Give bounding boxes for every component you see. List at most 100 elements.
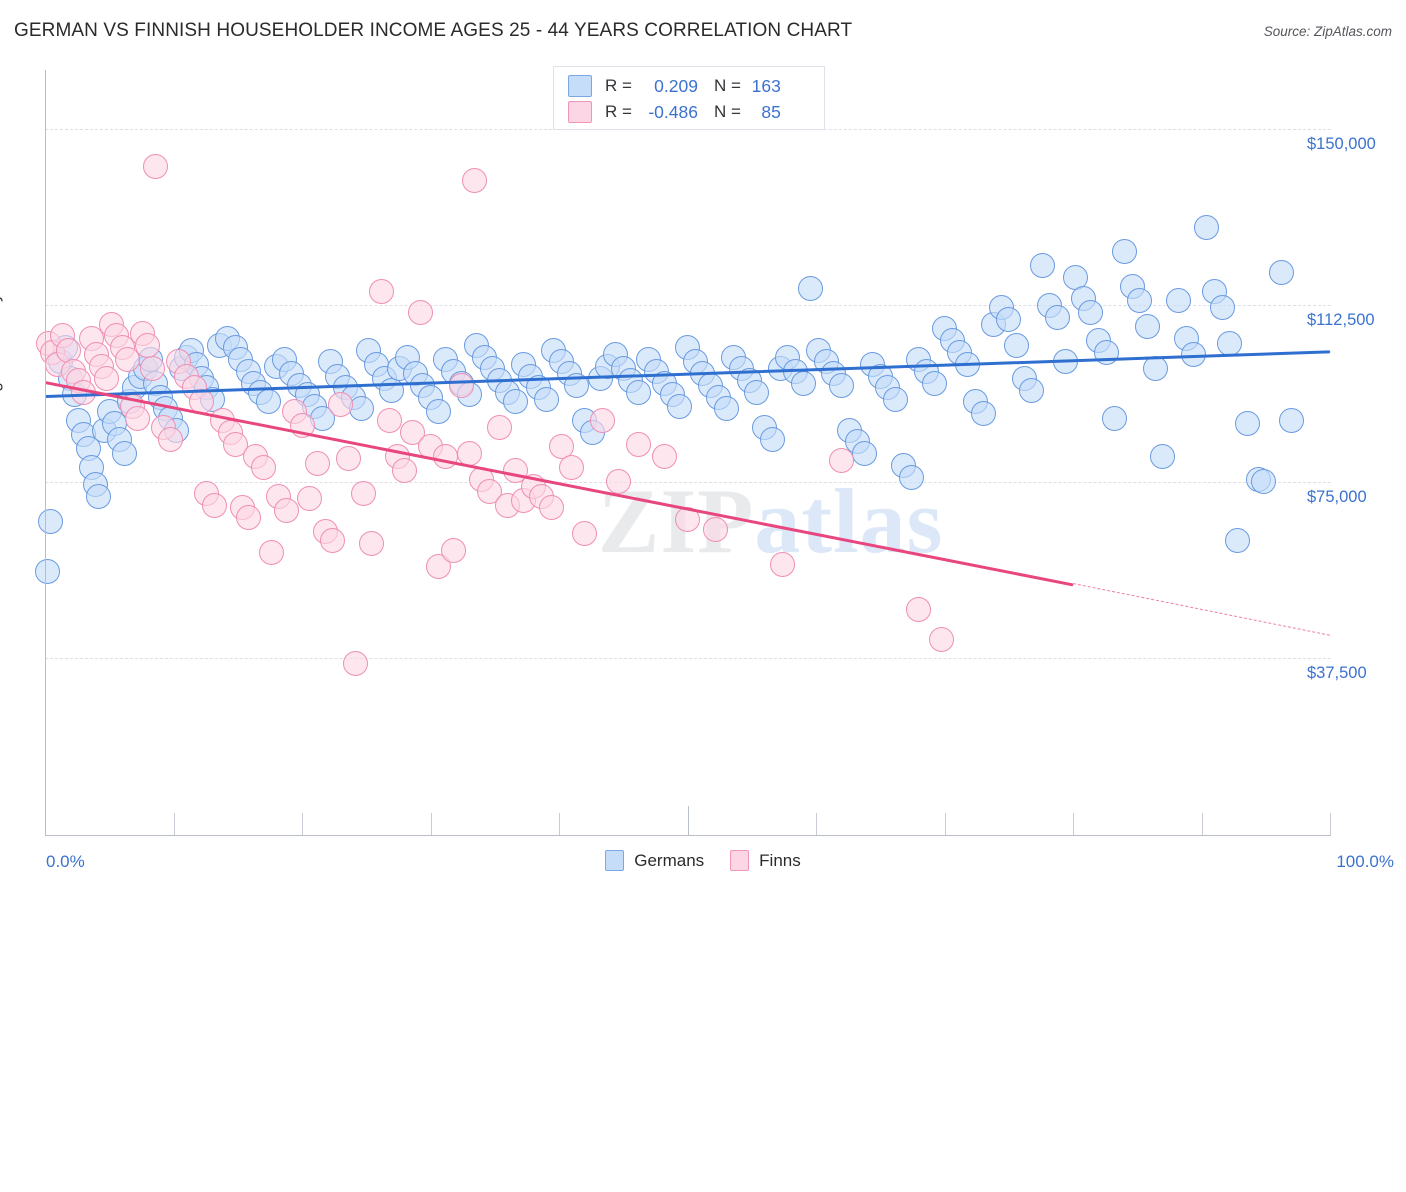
scatter-point-g [667, 394, 693, 420]
scatter-point-f [158, 427, 184, 453]
scatter-point-f [258, 540, 284, 566]
legend-swatch-finns [568, 101, 592, 123]
stats-legend-row-finns: R = -0.486 N = 85 [568, 99, 781, 125]
scatter-point-f [328, 391, 354, 417]
gridline [45, 481, 1331, 483]
scatter-point-g [1224, 528, 1250, 554]
scatter-point-f [297, 485, 323, 511]
scatter-point-g [1003, 332, 1029, 358]
scatter-point-g [1142, 356, 1168, 382]
y-axis-tick-label: $75,000 [1307, 487, 1367, 506]
x-axis-tick [1330, 813, 1331, 835]
scatter-point-f [250, 455, 276, 481]
scatter-point-f [320, 528, 346, 554]
scatter-point-g [1019, 377, 1045, 403]
scatter-point-g [1250, 469, 1276, 495]
scatter-point-g [1235, 410, 1261, 436]
scatter-point-g [533, 387, 559, 413]
x-axis-tick [1201, 813, 1203, 835]
scatter-point-g [1127, 288, 1153, 314]
scatter-point-g [1165, 288, 1191, 314]
plot-area: ZIPatlas $150,000$112,500$75,000$37,500 [35, 70, 1376, 835]
scatter-point-g [379, 377, 405, 403]
n-label-finns: N = [713, 102, 741, 121]
n-value-finns: 85 [761, 101, 781, 122]
page-title: GERMAN VS FINNISH HOUSEHOLDER INCOME AGE… [14, 20, 853, 41]
scatter-point-f [407, 299, 433, 325]
scatter-point-f [770, 551, 796, 577]
scatter-point-f [222, 431, 248, 457]
scatter-point-g [970, 401, 996, 427]
scatter-point-g [1150, 443, 1176, 469]
trendline [1072, 583, 1331, 636]
scatter-point-f [549, 434, 575, 460]
scatter-point-f [703, 516, 729, 542]
x-axis-tick [559, 813, 560, 835]
x-axis-tick [816, 813, 817, 835]
scatter-point-f [304, 450, 330, 476]
scatter-point-f [369, 278, 395, 304]
scatter-point-f [135, 332, 161, 358]
y-axis-tick-label: $37,500 [1307, 664, 1367, 683]
n-value-germans: 163 [751, 75, 781, 96]
scatter-point-g [996, 307, 1022, 332]
scatter-point-f [202, 492, 228, 518]
scatter-point-f [343, 650, 369, 676]
gridline [45, 658, 1331, 660]
r-label-germans: R = [605, 76, 632, 95]
scatter-point-f [651, 443, 677, 469]
legend-item-finns[interactable]: Finns [730, 850, 801, 871]
scatter-point-g [1217, 330, 1243, 356]
scatter-point-g [790, 370, 816, 396]
scatter-point-g [713, 396, 739, 422]
scatter-point-f [433, 443, 459, 469]
scatter-point-g [798, 276, 824, 302]
legend-item-germans[interactable]: Germans [605, 850, 704, 871]
legend-label-finns: Finns [759, 850, 801, 870]
scatter-point-f [94, 365, 120, 391]
y-axis-tick-label: $150,000 [1307, 134, 1376, 153]
scatter-point-g [898, 464, 924, 490]
scatter-point-g [256, 389, 282, 415]
scatter-point-g [829, 372, 855, 398]
scatter-point-f [274, 497, 300, 523]
scatter-point-f [441, 537, 467, 563]
legend-swatch-germans-bottom [605, 850, 625, 871]
scatter-point-f [376, 408, 402, 434]
series-legend: Germans Finns [0, 850, 1406, 871]
stats-legend: R = 0.209 N = 163 R = -0.486 N = 85 [553, 66, 825, 130]
scatter-point-f [143, 154, 168, 179]
scatter-point-f [929, 627, 955, 653]
scatter-point-g [37, 509, 63, 535]
scatter-point-f [906, 596, 932, 622]
scatter-point-f [559, 455, 585, 481]
scatter-point-g [1268, 259, 1294, 285]
scatter-point-f [590, 408, 616, 434]
y-axis-title: Householder Income Ages 25 - 44 years [0, 260, 3, 564]
scatter-point-g [35, 558, 61, 584]
scatter-point-g [425, 398, 451, 424]
r-label-finns: R = [605, 102, 632, 121]
x-axis-line [45, 835, 1331, 836]
correlation-chart: GERMAN VS FINNISH HOUSEHOLDER INCOME AGE… [0, 20, 1406, 871]
x-axis-tick [944, 813, 946, 835]
gridline [45, 305, 1331, 307]
scatter-point-f [461, 168, 487, 194]
x-axis-max-label: 100.0% [1336, 852, 1394, 871]
scatter-point-f [140, 356, 166, 382]
scatter-point-f [351, 481, 377, 507]
scatter-point-g [1029, 252, 1055, 278]
scatter-point-g [744, 379, 770, 405]
scatter-point-f [538, 495, 564, 521]
scatter-point-f [572, 521, 598, 547]
scatter-point-f [829, 448, 855, 474]
scatter-point-f [235, 504, 261, 530]
scatter-point-f [392, 457, 418, 483]
scatter-point-g [883, 387, 909, 413]
scatter-point-g [348, 396, 374, 422]
scatter-point-f [125, 405, 151, 431]
scatter-point-g [1045, 304, 1071, 330]
x-axis-tick [687, 806, 689, 835]
stats-legend-row-germans: R = 0.209 N = 163 [568, 73, 781, 99]
r-value-germans: 0.209 [654, 75, 698, 96]
